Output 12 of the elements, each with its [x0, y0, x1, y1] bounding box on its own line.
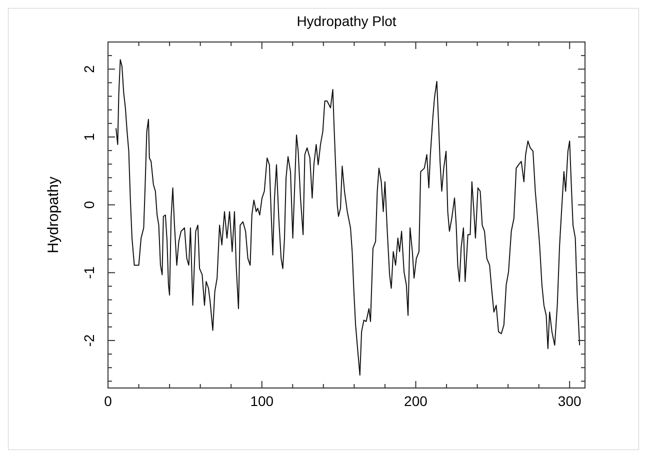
y-tick-label: 2	[81, 65, 97, 74]
y-tick-label: 0	[81, 200, 97, 209]
x-tick-label: 0	[104, 393, 112, 409]
x-tick-label: 300	[558, 393, 582, 409]
y-tick-label: -1	[81, 266, 97, 279]
y-tick-label: 1	[81, 132, 97, 141]
x-tick-label: 100	[250, 393, 274, 409]
x-tick-label: 200	[404, 393, 428, 409]
y-axis-title: Hydropathy	[45, 176, 62, 254]
y-tick-label: -2	[81, 334, 97, 347]
chart-title: Hydropathy Plot	[296, 13, 396, 29]
line-series	[116, 59, 580, 376]
